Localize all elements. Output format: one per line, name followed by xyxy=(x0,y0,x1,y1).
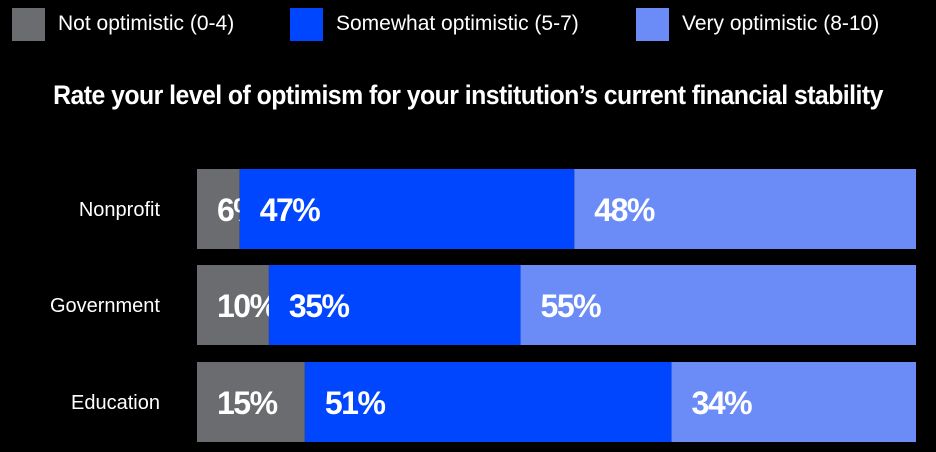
value-label-education-3: 34% xyxy=(692,385,753,421)
bar-segment-government-3 xyxy=(520,265,916,345)
bar-segment-education-1 xyxy=(197,362,305,442)
bar-segment-nonprofit-2 xyxy=(239,169,575,249)
bar-segment-government-1 xyxy=(197,265,269,345)
bar-segment-government-2 xyxy=(268,265,521,345)
chart-title: Rate your level of optimism for your ins… xyxy=(53,80,883,110)
category-label-nonprofit: Nonprofit xyxy=(79,199,161,221)
value-label-education-2: 51% xyxy=(325,385,386,421)
bar-segment-education-2 xyxy=(304,362,672,442)
value-label-government-2: 35% xyxy=(289,288,350,324)
legend-swatch-not-optimistic xyxy=(12,8,45,41)
legend-swatch-somewhat-optimistic xyxy=(290,8,323,41)
value-label-nonprofit-2: 47% xyxy=(260,192,321,228)
bar-segment-education-3 xyxy=(671,362,916,442)
value-label-government-1: 10% xyxy=(217,288,278,324)
legend-label-not-optimistic: Not optimistic (0-4) xyxy=(58,12,235,35)
legend-swatch-very-optimistic xyxy=(636,8,669,41)
legend-label-very-optimistic: Very optimistic (8-10) xyxy=(682,12,880,35)
legend-label-somewhat-optimistic: Somewhat optimistic (5-7) xyxy=(336,12,579,35)
category-label-education: Education xyxy=(71,392,160,414)
legend: Not optimistic (0-4) Somewhat optimistic… xyxy=(12,8,932,42)
value-label-education-1: 15% xyxy=(217,385,278,421)
bar-segment-nonprofit-1 xyxy=(197,169,240,249)
bar-segment-nonprofit-3 xyxy=(574,169,916,249)
value-label-government-3: 55% xyxy=(541,288,602,324)
category-label-government: Government xyxy=(50,295,160,317)
value-label-nonprofit-3: 48% xyxy=(594,192,655,228)
